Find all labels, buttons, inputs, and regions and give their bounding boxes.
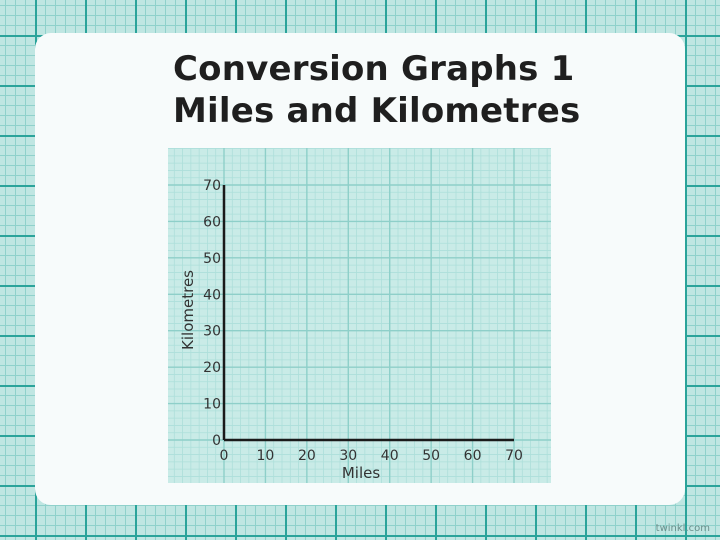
- y-tick-label: 30: [203, 324, 221, 340]
- x-tick-label: 30: [339, 448, 357, 464]
- y-tick-label: 10: [203, 397, 221, 413]
- y-axis-label: Kilometres: [179, 270, 197, 350]
- y-tick-label: 40: [203, 287, 221, 303]
- y-tick-label: 70: [203, 178, 221, 194]
- y-tick-label: 0: [212, 433, 221, 449]
- x-tick-label: 70: [505, 448, 523, 464]
- x-tick-label: 60: [464, 448, 482, 464]
- page-title: Conversion Graphs 1 Miles and Kilometres: [173, 48, 580, 132]
- graph-paper: [168, 148, 551, 483]
- x-tick-label: 40: [381, 448, 399, 464]
- title-line-2: Miles and Kilometres: [173, 91, 581, 131]
- y-tick-labels: 0 10 20 30 40 50 60 70: [203, 178, 221, 449]
- x-tick-label: 0: [220, 448, 229, 464]
- x-tick-labels: 0 10 20 30 40 50 60 70: [220, 448, 523, 464]
- x-tick-label: 50: [422, 448, 440, 464]
- y-tick-label: 20: [203, 360, 221, 376]
- y-tick-label: 60: [203, 214, 221, 230]
- y-tick-label: 50: [203, 251, 221, 267]
- credit-text: twinkl.com: [655, 523, 710, 534]
- title-line-1: Conversion Graphs 1: [173, 49, 575, 89]
- x-axis-label: Miles: [342, 464, 381, 482]
- x-tick-label: 10: [257, 448, 275, 464]
- axes: [222, 185, 514, 442]
- x-tick-label: 20: [298, 448, 316, 464]
